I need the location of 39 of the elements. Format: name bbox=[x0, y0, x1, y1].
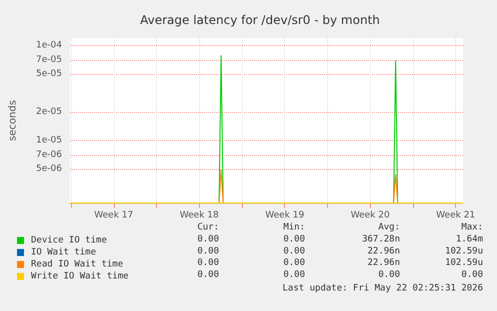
text: Max: bbox=[461, 222, 483, 232]
y-axis-title: seconds bbox=[8, 100, 18, 141]
text: 0.00 bbox=[283, 270, 306, 280]
text: 0.00 bbox=[283, 258, 306, 268]
legend-label: IO Wait time bbox=[31, 248, 96, 258]
y-tick-label: 7e-06 bbox=[36, 150, 62, 160]
text: 0.00 bbox=[197, 246, 220, 256]
chart-title: Average latency for /dev/sr0 - by month bbox=[140, 13, 380, 27]
text: Last update: Fri May 22 02:25:31 2026 bbox=[282, 284, 483, 294]
y-tick-label: 7e-05 bbox=[36, 55, 62, 66]
text: 102.59u bbox=[445, 258, 484, 268]
text: 1.64m bbox=[456, 234, 483, 244]
text: 0.00 bbox=[461, 270, 484, 280]
text: Cur: bbox=[197, 222, 219, 232]
text: 0.00 bbox=[283, 246, 306, 256]
x-tick-label: Week 19 bbox=[265, 210, 304, 220]
x-tick-label: Week 17 bbox=[94, 210, 134, 220]
y-tick-label: 1e-04 bbox=[36, 40, 62, 51]
text: 367.28n bbox=[362, 234, 400, 244]
text: 22.96n bbox=[367, 258, 400, 268]
text: 0.00 bbox=[197, 234, 220, 244]
text: 22.96n bbox=[367, 246, 400, 256]
text: Min: bbox=[283, 222, 305, 232]
legend-label: Write IO Wait time bbox=[31, 272, 129, 282]
text: 0.00 bbox=[197, 258, 220, 268]
x-tick-label: Week 21 bbox=[436, 210, 476, 220]
legend-label: Device IO time bbox=[31, 236, 107, 246]
legend-label: Read IO Wait time bbox=[31, 260, 124, 270]
text: 0.00 bbox=[283, 234, 306, 244]
text: 102.59u bbox=[445, 246, 484, 256]
text: 0.00 bbox=[378, 270, 400, 280]
text: 0.00 bbox=[197, 270, 220, 280]
text: Avg: bbox=[378, 222, 400, 232]
y-tick-label: 2e-05 bbox=[36, 106, 62, 117]
x-tick-label: Week 18 bbox=[180, 210, 219, 220]
y-tick-label: 5e-06 bbox=[36, 164, 62, 174]
x-tick-label: Week 20 bbox=[350, 210, 390, 220]
y-tick-label: 1e-05 bbox=[36, 136, 62, 146]
y-tick-label: 5e-05 bbox=[36, 69, 62, 80]
